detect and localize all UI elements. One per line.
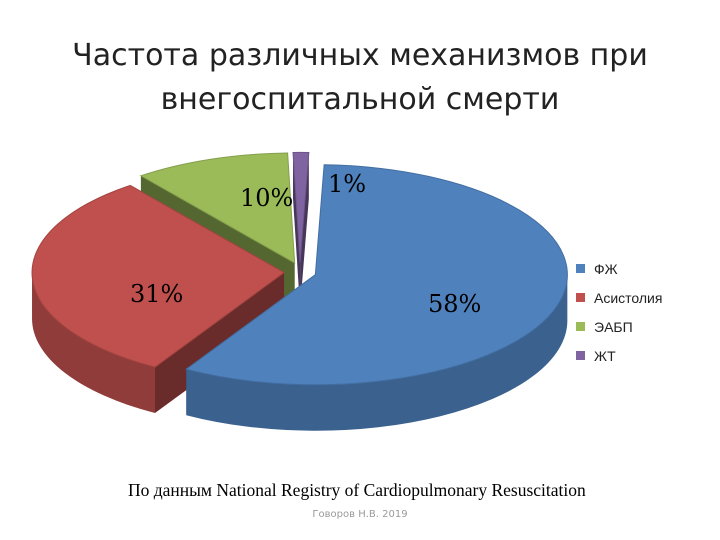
legend-swatch-2 [576, 322, 585, 331]
legend-item-2: ЭАБП [576, 312, 662, 341]
pie-slice-top-2 [139, 152, 296, 264]
pie-slice-top-1 [31, 184, 285, 368]
legend-swatch-3 [576, 351, 585, 360]
legend-label-0: ФЖ [594, 260, 618, 277]
chart-title-line-2: внегоспитальной смерти [160, 82, 560, 117]
chart-legend: ФЖ Асистолия ЭАБП ЖТ [576, 254, 662, 370]
pie-slice-side-0-0 [186, 274, 568, 431]
legend-swatch-1 [576, 293, 585, 302]
chart-title: Частота различных механизмов при внегосп… [40, 34, 680, 122]
data-label-1: 31% [130, 280, 183, 308]
data-label-0: 58% [428, 290, 481, 318]
legend-swatch-0 [576, 264, 585, 273]
data-label-3: 1% [328, 170, 366, 198]
source-note: По данным National Registry of Cardiopul… [128, 480, 586, 500]
credit-text: Говоров Н.В. 2019 [312, 509, 408, 520]
legend-item-0: ФЖ [576, 254, 662, 283]
pie-slice-top-0 [185, 164, 568, 386]
pie-slice-wall-3-1 [300, 152, 309, 309]
pie-slice-top-3 [292, 151, 310, 263]
legend-label-2: ЭАБП [594, 318, 633, 335]
legend-label-1: Асистолия [594, 289, 663, 306]
legend-label-3: ЖТ [594, 347, 616, 364]
legend-item-3: ЖТ [576, 341, 662, 370]
pie-slice-3 [292, 151, 310, 309]
chart-title-line-1: Частота различных механизмов при [72, 38, 648, 73]
pie-slice-1 [31, 184, 285, 414]
pie-slice-wall-3-0 [293, 152, 301, 309]
pie-slice-0 [185, 164, 568, 431]
legend-item-1: Асистолия [576, 283, 662, 312]
data-label-2: 10% [240, 184, 293, 212]
pie-slice-side-1-0 [32, 272, 155, 414]
